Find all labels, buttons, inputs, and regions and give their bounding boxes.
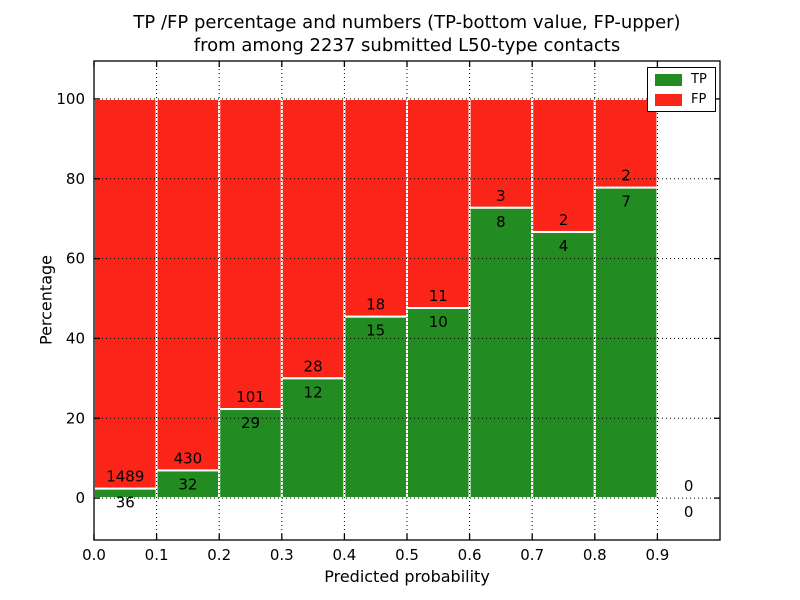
legend: TP FP [647, 67, 716, 112]
fp-count-label: 28 [304, 357, 323, 375]
y-tick-label: 60 [66, 250, 85, 268]
bar-fp-segment [93, 97, 158, 490]
x-tick-label: 0.4 [332, 546, 356, 564]
x-tick-label: 0.7 [520, 546, 544, 564]
chart-title: TP /FP percentage and numbers (TP-bottom… [94, 11, 720, 57]
tp-count-label: 4 [559, 237, 569, 255]
fp-count-label: 2 [621, 167, 631, 185]
bar-fp-segment [155, 97, 221, 472]
tp-count-label: 8 [496, 213, 506, 231]
bar-fp-segment [593, 97, 659, 189]
bar-tp-segment [280, 377, 346, 500]
fp-count-label: 18 [366, 296, 385, 314]
x-axis-label: Predicted probability [324, 567, 490, 586]
bar-tp-segment [593, 186, 659, 500]
x-tick-label: 0.8 [583, 546, 607, 564]
y-axis-label: Percentage [36, 254, 56, 346]
tp-count-label: 15 [366, 322, 385, 340]
tp-count-label: 7 [621, 193, 631, 211]
y-tick-label: 80 [66, 170, 85, 188]
x-tick-label: 0.5 [395, 546, 419, 564]
legend-label-tp: TP [691, 72, 707, 87]
bar-fp-segment [406, 97, 471, 310]
bar-fp-segment [218, 97, 283, 411]
fp-count-label: 11 [429, 287, 448, 305]
fp-count-label: 0 [684, 477, 694, 495]
bar-tp-segment [406, 307, 471, 500]
tp-count-label: 36 [116, 494, 135, 512]
y-tick-label: 40 [66, 329, 85, 347]
bar-tp-segment [468, 206, 534, 500]
bar-tp-segment [343, 315, 408, 500]
bar-tp-segment [531, 230, 596, 500]
x-tick-label: 0.0 [82, 546, 106, 564]
bar-tp-segment [218, 408, 283, 500]
fp-count-label: 2 [559, 211, 569, 229]
chart-title-line1: TP /FP percentage and numbers (TP-bottom… [133, 12, 681, 33]
fp-count-label: 101 [236, 388, 265, 406]
y-tick-label: 20 [66, 409, 85, 427]
tp-count-label: 32 [178, 475, 197, 493]
chart-title-line2: from among 2237 submitted L50-type conta… [193, 35, 621, 56]
legend-label-fp: FP [691, 92, 707, 107]
fp-swatch-icon [655, 93, 682, 106]
bar-fp-segment [343, 97, 408, 318]
bar-tp-segment [155, 469, 221, 500]
fp-count-label: 430 [174, 449, 203, 467]
fp-count-label: 3 [496, 187, 506, 205]
tp-count-label: 12 [304, 383, 323, 401]
x-tick-label: 0.1 [145, 546, 169, 564]
legend-item-fp: FP [655, 93, 708, 106]
tp-count-label: 10 [429, 313, 448, 331]
fp-count-label: 1489 [106, 468, 144, 486]
legend-item-tp: TP [655, 73, 708, 86]
x-tick-label: 0.6 [458, 546, 482, 564]
y-tick-label: 100 [56, 90, 85, 108]
bar-fp-segment [280, 97, 346, 380]
tp-swatch-icon [655, 73, 682, 86]
x-tick-label: 0.3 [270, 546, 294, 564]
tp-count-label: 0 [684, 503, 694, 521]
x-tick-label: 0.2 [207, 546, 231, 564]
y-tick-label: 0 [75, 489, 85, 507]
tp-count-label: 29 [241, 414, 260, 432]
x-tick-label: 0.9 [645, 546, 669, 564]
